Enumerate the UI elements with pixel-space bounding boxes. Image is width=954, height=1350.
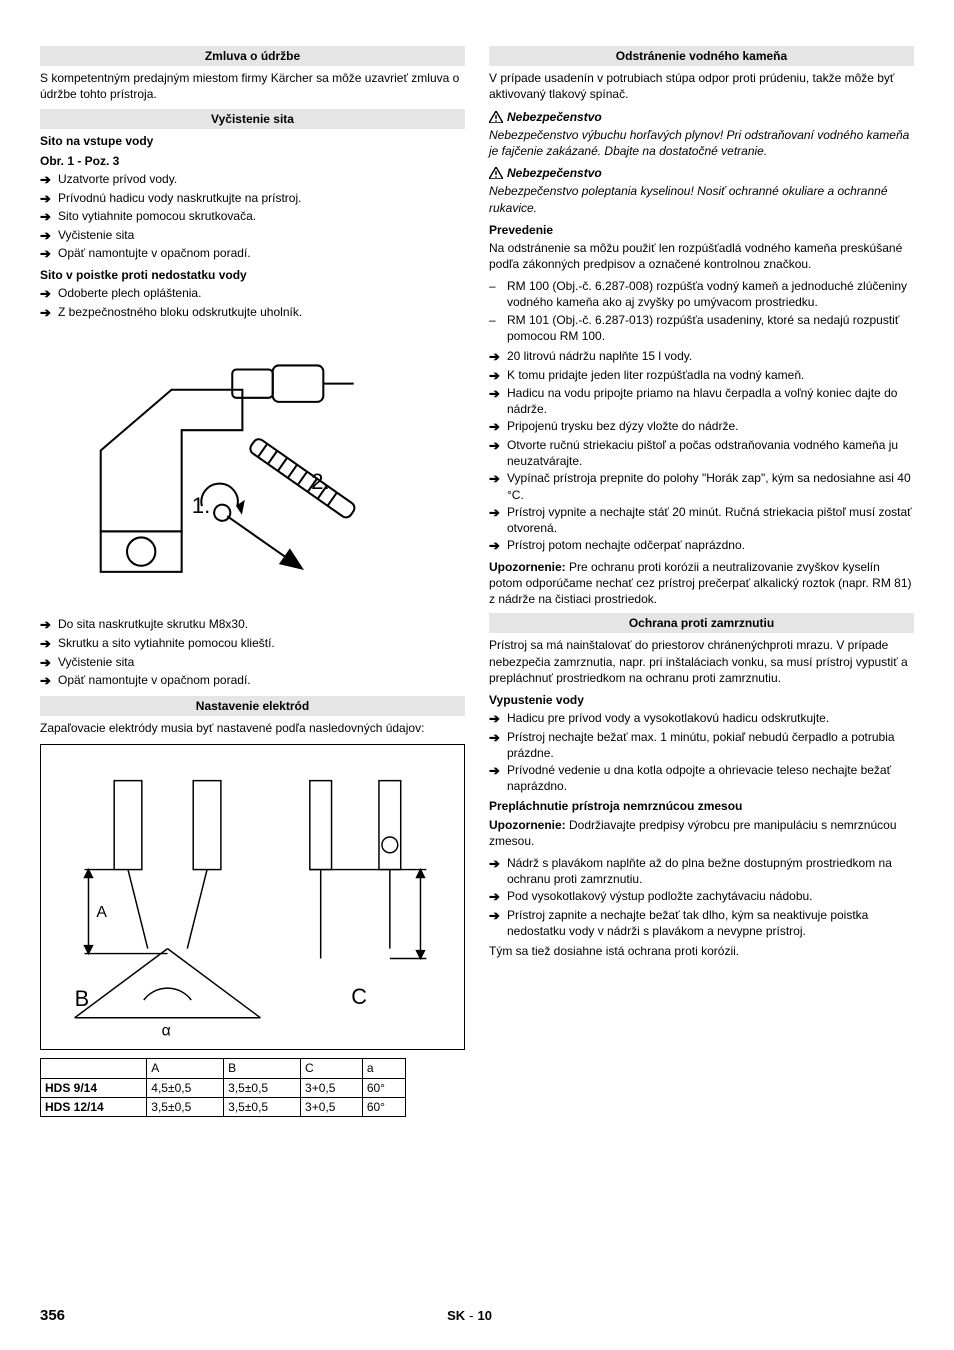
para-descale: V prípade usadenín v potrubiach stúpa od…	[489, 70, 914, 102]
svg-text:C: C	[351, 984, 367, 1009]
figure-electrodes: A B α C	[40, 744, 465, 1050]
list-item: ➔Nádrž s plavákom naplňte až do plna bež…	[489, 855, 914, 887]
list-item: ➔Pripojenú trysku bez dýzy vložte do nád…	[489, 418, 914, 436]
electrode-table: ABCa HDS 9/144,5±0,53,5±0,53+0,560° HDS …	[40, 1058, 406, 1117]
header-electrodes: Nastavenie elektród	[40, 696, 465, 716]
figure-sieve: 1. 2.	[40, 329, 465, 612]
list-item: ➔Sito vytiahnite pomocou skrutkovača.	[40, 208, 465, 226]
svg-text:α: α	[162, 1023, 171, 1040]
list-item: ➔K tomu pridajte jeden liter rozpúšťadla…	[489, 367, 914, 385]
list-item: ➔Hadicu pre prívod vody a vysokotlakovú …	[489, 710, 914, 728]
danger-1-text: Nebezpečenstvo výbuchu horľavých plynov!…	[489, 127, 914, 159]
list-item: ➔Prívodnú hadicu vody naskrutkujte na pr…	[40, 190, 465, 208]
list-item: ➔Opäť namontujte v opačnom poradí.	[40, 672, 465, 690]
list-item: ➔Opäť namontujte v opačnom poradí.	[40, 245, 465, 263]
list-item: ➔Vypínač prístroja prepnite do polohy "H…	[489, 470, 914, 502]
lang-code: SK-10	[447, 1307, 492, 1325]
para-frost: Prístroj sa má nainštalovať do priestoro…	[489, 637, 914, 686]
danger-2: Nebezpečenstvo	[489, 165, 914, 181]
antifreeze-end: Tým sa tiež dosiahne istá ochrana proti …	[489, 943, 914, 959]
svg-text:2.: 2.	[311, 469, 330, 494]
list-item: ➔Prívodné vedenie u dna kotla odpojte a …	[489, 762, 914, 794]
list-item: ➔Prístroj potom nechajte odčerpať napráz…	[489, 537, 914, 555]
header-maintenance: Zmluva o údržbe	[40, 46, 465, 66]
list-item: ➔Skrutku a sito vytiahnite pomocou klieš…	[40, 635, 465, 653]
page-footer: 356 SK-10	[40, 1306, 914, 1326]
sieve-inlet-title: Sito na vstupe vody	[40, 133, 465, 149]
svg-text:A: A	[96, 904, 107, 921]
svg-text:B: B	[75, 986, 90, 1011]
list-item: ➔20 litrovú nádržu naplňte 15 l vody.	[489, 348, 914, 366]
list-item: ➔Vyčistenie sita	[40, 227, 465, 245]
procedure-title: Prevedenie	[489, 222, 914, 238]
header-descale: Odstránenie vodného kameňa	[489, 46, 914, 66]
list-item: ➔Prístroj nechajte bežať max. 1 minútu, …	[489, 729, 914, 761]
drain-title: Vypustenie vody	[489, 692, 914, 708]
list-item: ➔Prístroj zapnite a nechajte bežať tak d…	[489, 907, 914, 939]
para-electrodes: Zapaľovacie elektródy musia byť nastaven…	[40, 720, 465, 736]
list-item: ➔Uzatvorte prívod vody.	[40, 171, 465, 189]
list-item: ➔Prístroj vypnite a nechajte stáť 20 min…	[489, 504, 914, 536]
list-item: ➔Pod vysokotlakový výstup podložte zachy…	[489, 888, 914, 906]
list-item: ➔Do sita naskrutkujte skrutku M8x30.	[40, 616, 465, 634]
header-frost: Ochrana proti zamrznutiu	[489, 613, 914, 633]
list-item: ➔Otvorte ručnú striekaciu pištoľ a počas…	[489, 437, 914, 469]
notice-1: Upozornenie: Pre ochranu proti korózii a…	[489, 559, 914, 608]
list-item: –RM 100 (Obj.-č. 6.287-008) rozpúšťa vod…	[489, 278, 914, 310]
list-item: ➔Z bezpečnostného bloku odskrutkujte uho…	[40, 304, 465, 322]
list-item: ➔Vyčistenie sita	[40, 654, 465, 672]
para-maintenance: S kompetentným predajným miestom firmy K…	[40, 70, 465, 102]
danger-1: Nebezpečenstvo	[489, 109, 914, 125]
danger-2-text: Nebezpečenstvo poleptania kyselinou! Nos…	[489, 183, 914, 215]
header-sieve-clean: Vyčistenie sita	[40, 109, 465, 129]
list-item: ➔Hadicu na vodu pripojte priamo na hlavu…	[489, 385, 914, 417]
notice-2: Upozornenie: Dodržiavajte predpisy výrob…	[489, 817, 914, 849]
sieve-safety-title: Sito v poistke proti nedostatku vody	[40, 267, 465, 283]
antifreeze-title: Prepláchnutie prístroja nemrznúcou zmeso…	[489, 798, 914, 814]
list-item: –RM 101 (Obj.-č. 6.287-013) rozpúšťa usa…	[489, 312, 914, 344]
svg-text:1.: 1.	[192, 493, 211, 518]
page-number: 356	[40, 1306, 65, 1326]
sieve-inlet-sub: Obr. 1 - Poz. 3	[40, 153, 465, 169]
procedure-intro: Na odstránenie sa môžu použiť len rozpúš…	[489, 240, 914, 272]
list-item: ➔Odoberte plech opláštenia.	[40, 285, 465, 303]
